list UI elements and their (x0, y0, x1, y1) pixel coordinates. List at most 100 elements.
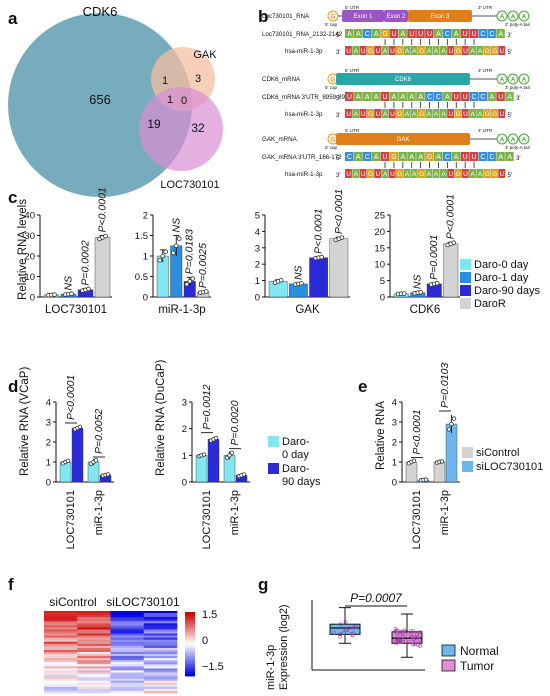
heatmap-cell (110, 682, 145, 686)
poly-a-icon (507, 73, 519, 85)
y-tick-label: 1 (255, 276, 260, 287)
nucleotide-box (380, 152, 390, 161)
nucleotide-letter: A (354, 171, 359, 178)
poly-a-icon (518, 133, 530, 145)
nucleotide-box (371, 92, 381, 101)
d-subplot-1: 0 1 2 3 (182, 398, 250, 489)
heatmap-cell (77, 613, 111, 616)
nucleotide-box (476, 169, 484, 178)
y-tick-label: 0 (380, 293, 385, 304)
heatmap-cell (110, 615, 145, 618)
exon-label: Exon 3 (431, 14, 450, 20)
poly-a-letter: A (522, 138, 526, 144)
venn-count-cdk6-gak: 1 (162, 75, 168, 87)
nucleotide-letter: A (374, 154, 379, 161)
nucleotide-box (425, 92, 434, 101)
heatmap-cell (44, 674, 78, 677)
y-tick-label: 2 (182, 424, 187, 435)
poly-a-letter: A (511, 15, 515, 21)
heatmap-cell (143, 613, 178, 616)
c-significance-label: P<0.0001 (97, 187, 109, 232)
nucleotide-letter: U (375, 48, 380, 55)
nucleotide-letter: G (391, 154, 396, 161)
heatmap-cell (110, 621, 145, 624)
heatmap-cell (44, 668, 78, 671)
nucleotide-box (371, 152, 381, 161)
heatmap-cell (110, 641, 145, 645)
heatmap-cell (143, 652, 178, 655)
heatmap-cell (77, 645, 111, 649)
heatmap-cell (77, 633, 111, 636)
heatmap-cell (77, 672, 111, 675)
colorbar-step (185, 616, 195, 619)
legend-swatch (460, 272, 471, 283)
nucleotide-letter: U (463, 94, 468, 101)
nucleotide-box (447, 109, 455, 118)
heatmap-cell (143, 690, 178, 694)
colorbar-tick-label: 1.5 (202, 609, 217, 621)
nucleotide-box (425, 109, 433, 118)
heatmap-cell (143, 617, 178, 620)
heatmap-cell (110, 664, 145, 667)
heatmap-cell (77, 664, 111, 667)
nucleotide-letter: U (500, 48, 505, 55)
nucleotide-box (371, 29, 381, 38)
d-significance-label: P=0.0052 (93, 409, 105, 454)
cap-label: 5' cap (325, 85, 338, 90)
nucleotide-box (416, 29, 425, 38)
heatmap-cell (143, 686, 178, 690)
nucleotide-box (490, 46, 498, 55)
legend-swatch (462, 461, 473, 472)
d-significance-label: P=0.0020 (229, 400, 241, 445)
nucleotide-letter: U (361, 171, 366, 178)
heatmap-cell (143, 674, 178, 677)
tail-label: 3' poly-A tail (505, 22, 530, 27)
nucleotide-letter: C (436, 94, 441, 101)
nucleotide-letter: G (492, 111, 497, 118)
data-point (395, 628, 400, 633)
nucleotide-box (388, 46, 396, 55)
nucleotide-box (403, 169, 411, 178)
nucleotide-box (407, 152, 416, 161)
bar (329, 238, 349, 298)
nucleotide-letter: C (489, 31, 494, 38)
nucleotide-letter: U (361, 111, 366, 118)
nucleotide-box (425, 169, 433, 178)
replicate-point (213, 435, 219, 441)
colorbar-step (185, 652, 195, 655)
heatmap-cell (77, 629, 111, 632)
nucleotide-box (352, 109, 360, 118)
nucleotide-box (366, 169, 374, 178)
colorbar-step (185, 666, 195, 669)
bar (433, 461, 446, 483)
nucleotide-letter: A (441, 111, 446, 118)
cap-letter: G (331, 138, 336, 144)
poly-a-icon (518, 73, 530, 85)
heatmap-cell (77, 611, 111, 614)
nucleotide-letter: C (365, 154, 370, 161)
heatmap-cell (77, 615, 111, 618)
nucleotide-letter: A (354, 48, 359, 55)
nucleotide-letter: G (492, 48, 497, 55)
nucleotide-letter: G (419, 48, 424, 55)
nucleotide-box (498, 109, 506, 118)
nucleotide-box (434, 152, 443, 161)
nucleotide-letter: U (375, 111, 380, 118)
nucleotide-box (461, 109, 469, 118)
nucleotide-letter: U (463, 31, 468, 38)
target-site-label: CDK6_mRNA 3'UTR_8959-8966 (262, 94, 352, 101)
nucleotide-box (362, 92, 372, 101)
replicate-point (105, 472, 111, 477)
poly-a-letter: A (500, 15, 504, 21)
heatmap-cell (143, 656, 178, 659)
nucleotide-box (447, 46, 455, 55)
nucleotide-box (460, 152, 470, 161)
nucleotide-box (478, 152, 487, 161)
heatmap-cell (44, 666, 78, 669)
seq-end-label: 3' (507, 33, 511, 39)
schematic-transcript-label: Loc730101_RNA (262, 13, 310, 20)
heatmap-cell (110, 623, 145, 626)
heatmap-cell (77, 688, 111, 692)
nucleotide-box (353, 29, 363, 38)
exon-box (342, 10, 384, 22)
